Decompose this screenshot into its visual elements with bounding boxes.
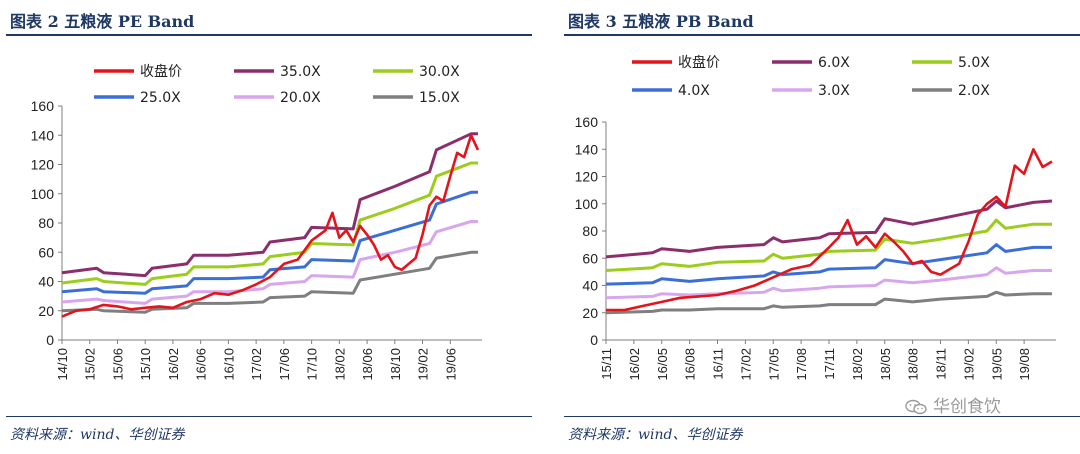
x-tick-label: 16/10 — [221, 348, 236, 381]
series-line-6.0X — [605, 199, 1053, 259]
legend-label: 2.0X — [958, 83, 990, 99]
title-rule — [564, 34, 1080, 36]
watermark-text: 华创食饮 — [933, 397, 1001, 417]
y-tick-label: 100 — [31, 186, 55, 202]
pe-band-panel: 图表 2 五粮液 PE Band 0 20 40 60 80 100 120 140 160 14… — [0, 0, 532, 454]
x-tick-label: 16/05 — [655, 348, 670, 381]
legend-label: 30.0X — [419, 64, 460, 80]
x-tick-label: 17/02 — [249, 348, 264, 381]
figure-title: 图表 2 五粮液 PE Band — [10, 12, 195, 31]
x-tick-label: 17/08 — [794, 348, 809, 381]
y-tick-label: 100 — [575, 196, 599, 212]
y-tick-label: 80 — [582, 223, 598, 239]
y-tick-label: 40 — [38, 274, 54, 290]
y-tick-label: 140 — [31, 127, 55, 143]
x-tick-label: 16/11 — [711, 348, 726, 380]
y-tick-label: 60 — [38, 244, 54, 260]
x-tick-label: 14/10 — [55, 348, 70, 381]
x-tick-label: 17/10 — [305, 348, 320, 381]
series-line-30.0X — [61, 161, 478, 286]
pb-band-chart: 0 20 40 60 80 100 120 140 160 15/11 16/02 16/05 16/0… — [575, 54, 1056, 381]
y-tick-label: 60 — [582, 250, 598, 266]
x-tick-label: 18/02 — [850, 348, 865, 381]
x-tick-label: 16/08 — [683, 348, 698, 381]
y-tick-label: 120 — [31, 157, 55, 173]
legend-label: 4.0X — [678, 83, 710, 99]
series-line-5.0X — [605, 218, 1052, 272]
y-tick-label: 20 — [38, 303, 54, 319]
x-tick-label: 18/08 — [906, 348, 921, 381]
x-tick-label: 18/02 — [332, 348, 347, 381]
x-tick-label: 19/02 — [416, 348, 431, 381]
y-tick-label: 40 — [582, 278, 598, 294]
series-line-25.0X — [61, 190, 478, 295]
legend-label: 25.0X — [140, 90, 181, 106]
pe-band-chart: 0 20 40 60 80 100 120 140 160 14/10 15/02 15/06 15/1… — [31, 63, 482, 381]
x-tick-label: 16/02 — [627, 348, 642, 381]
series-line-3.0X — [605, 266, 1052, 300]
y-tick-label: 20 — [582, 305, 598, 321]
legend-label: 20.0X — [280, 90, 321, 106]
x-tick-label: 19/02 — [961, 348, 976, 381]
series-line-15.0X — [61, 250, 478, 314]
source-rule — [6, 416, 532, 417]
series-line-35.0X — [61, 132, 478, 278]
y-tick-label: 80 — [38, 215, 54, 231]
series-line-price — [606, 148, 1053, 312]
title-rule — [6, 34, 532, 36]
x-tick-label: 15/02 — [83, 348, 98, 381]
x-tick-label: 19/06 — [443, 348, 458, 381]
x-tick-label: 18/06 — [360, 348, 375, 381]
legend-label: 收盘价 — [140, 63, 182, 80]
series-line-2.0X — [605, 290, 1052, 315]
series-line-20.0X — [61, 220, 478, 305]
x-tick-label: 17/06 — [277, 348, 292, 381]
source-rule — [564, 416, 1080, 417]
y-tick-label: 140 — [575, 141, 599, 157]
y-tick-label: 160 — [31, 98, 55, 114]
x-tick-label: 16/02 — [166, 348, 181, 381]
x-tick-label: 18/11 — [934, 348, 949, 380]
x-tick-label: 17/02 — [738, 348, 753, 381]
legend-label: 3.0X — [818, 83, 850, 99]
x-tick-label: 18/10 — [388, 348, 403, 381]
x-tick-label: 17/11 — [822, 348, 837, 380]
x-tick-label: 15/06 — [110, 348, 125, 381]
x-tick-label: 18/05 — [878, 348, 893, 381]
x-tick-label: 15/11 — [599, 348, 614, 380]
y-tick-label: 160 — [575, 114, 599, 130]
series-line-price — [61, 134, 480, 318]
pb-band-panel: 图表 3 五粮液 PB Band 0 20 40 60 80 100 120 140 160 15… — [558, 0, 1080, 454]
y-tick-label: 120 — [575, 169, 599, 185]
y-tick-label: 0 — [46, 332, 54, 348]
legend-label: 35.0X — [280, 64, 321, 80]
legend-label: 15.0X — [419, 90, 460, 106]
wechat-icon — [905, 399, 927, 415]
x-tick-label: 16/06 — [194, 348, 209, 381]
x-tick-label: 17/05 — [766, 348, 781, 381]
x-tick-label: 19/05 — [989, 348, 1004, 381]
y-tick-label: 0 — [590, 332, 598, 348]
source-note: 资料来源：wind、华创证券 — [568, 427, 743, 443]
watermark: 华创食饮 — [905, 392, 1001, 417]
source-note: 资料来源：wind、华创证券 — [10, 427, 185, 443]
legend-label: 5.0X — [958, 55, 990, 71]
x-tick-label: 15/10 — [138, 348, 153, 381]
legend-label: 收盘价 — [678, 54, 720, 71]
figure-title: 图表 3 五粮液 PB Band — [568, 12, 754, 31]
legend-label: 6.0X — [818, 55, 850, 71]
series-line-4.0X — [605, 243, 1052, 286]
x-tick-label: 19/08 — [1017, 348, 1032, 381]
